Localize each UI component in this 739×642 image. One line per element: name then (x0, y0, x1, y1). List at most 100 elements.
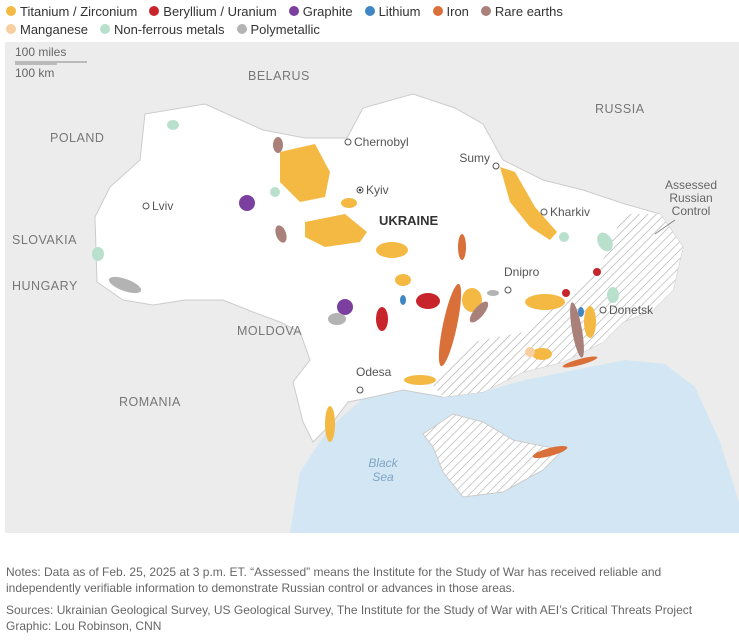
deposit (416, 293, 440, 309)
notes: Notes: Data as of Feb. 25, 2025 at 3 p.m… (6, 565, 662, 595)
legend-item: Manganese (6, 22, 88, 37)
deposit (562, 289, 570, 297)
legend-label: Iron (446, 3, 469, 19)
legend-swatch (6, 6, 16, 16)
legend-item: Rare earths (480, 3, 563, 19)
legend-swatch (432, 6, 443, 16)
deposit (597, 232, 613, 252)
scale-label: 100 km (15, 66, 54, 80)
city-marker (599, 306, 607, 314)
city-label: Dnipro (504, 265, 540, 279)
legend-row: Titanium / Zirconium Beryllium / Uranium G… (6, 2, 563, 20)
legend-item: Iron (432, 3, 469, 19)
legend-label: Graphite (302, 3, 353, 19)
legend-swatch (99, 24, 110, 34)
map: 100 miles 100 km BELARUS POLAND SLOVAKIA… (5, 42, 739, 533)
deposit (500, 167, 557, 240)
city-marker (492, 162, 500, 170)
city-marker (540, 208, 548, 216)
deposit (487, 290, 499, 296)
legend-swatch (236, 24, 247, 34)
city-marker (504, 286, 512, 294)
deposit (570, 302, 584, 358)
city-marker (356, 386, 364, 394)
legend-label: Manganese (20, 21, 88, 37)
crimea-occupied (422, 413, 565, 498)
country-label: RUSSIA (595, 102, 645, 116)
annotation-line: Russian (669, 191, 712, 205)
legend-swatch (364, 6, 375, 16)
deposit (325, 406, 335, 442)
deposit (532, 348, 552, 360)
country-label: MOLDOVA (237, 324, 302, 338)
legend-label: Titanium / Zirconium (20, 3, 138, 19)
deposit (559, 232, 569, 242)
legend-swatch (6, 24, 16, 34)
deposit (328, 313, 346, 325)
deposit (273, 137, 283, 153)
capital-dot (358, 188, 362, 192)
legend-label: Polymetallic (250, 21, 320, 37)
legend-item: Non-ferrous metals (99, 21, 225, 37)
sea-label-line: Black (368, 456, 398, 470)
sea-label: Black Sea (368, 456, 398, 484)
legend-item: Polymetallic (236, 21, 320, 37)
footer: Notes: Data as of Feb. 25, 2025 at 3 p.m… (6, 564, 731, 640)
deposit (92, 247, 104, 261)
deposit (469, 301, 489, 323)
deposit (270, 187, 280, 197)
sources: Sources: Ukrainian Geological Survey, US… (6, 603, 693, 617)
deposit (305, 214, 367, 247)
deposit (275, 225, 287, 243)
city-label: Kyiv (366, 183, 389, 197)
credit: Graphic: Lou Robinson, CNN (6, 619, 162, 633)
legend-row: Manganese Non-ferrous metals Polymetallic (6, 20, 563, 38)
legend-label: Beryllium / Uranium (163, 3, 277, 19)
deposit (525, 294, 565, 310)
legend-item: Titanium / Zirconium (6, 4, 137, 19)
annotation: Assessed Russian Control (665, 178, 717, 218)
country-label: POLAND (50, 131, 104, 145)
deposit (280, 144, 330, 202)
annotation-line: Control (672, 204, 711, 218)
deposits (92, 120, 619, 459)
legend-swatch (288, 6, 299, 16)
scale-label: 100 miles (15, 45, 66, 59)
legend-swatch (149, 6, 160, 16)
country-label: HUNGARY (12, 279, 78, 293)
deposit (239, 195, 255, 211)
legend-item: Beryllium / Uranium (149, 3, 277, 19)
sea-label-line: Sea (372, 470, 394, 484)
legend-label: Lithium (378, 3, 421, 19)
legend-item: Graphite (288, 3, 353, 19)
cities: Chernobyl Kyiv Sumy Lviv Kharkiv Dnipro Donets… (142, 135, 654, 394)
deposit (607, 287, 619, 303)
city-label: Lviv (152, 199, 173, 213)
country-label: BELARUS (248, 69, 310, 83)
legend-item: Lithium (364, 3, 421, 19)
scale-bar: 100 miles 100 km (15, 45, 87, 80)
deposit (532, 445, 568, 459)
deposit (584, 306, 596, 338)
deposit (458, 234, 466, 260)
deposit (593, 268, 601, 276)
city-marker (344, 138, 352, 146)
country-label: ROMANIA (119, 395, 181, 409)
deposit (108, 276, 142, 294)
deposit (562, 356, 598, 368)
deposit (395, 274, 411, 286)
city-label: Kharkiv (550, 205, 590, 219)
country-label: SLOVAKIA (12, 233, 77, 247)
legend-label: Non-ferrous metals (113, 21, 225, 37)
legend-label: Rare earths (494, 3, 563, 19)
city-label: Sumy (459, 151, 490, 165)
deposit (341, 198, 357, 208)
deposit (376, 307, 388, 331)
annotation-line: Assessed (665, 178, 717, 192)
city-label: Chernobyl (354, 135, 409, 149)
deposit (578, 307, 584, 317)
city-label: Donetsk (609, 303, 654, 317)
deposit (337, 299, 353, 315)
deposit (438, 283, 462, 367)
